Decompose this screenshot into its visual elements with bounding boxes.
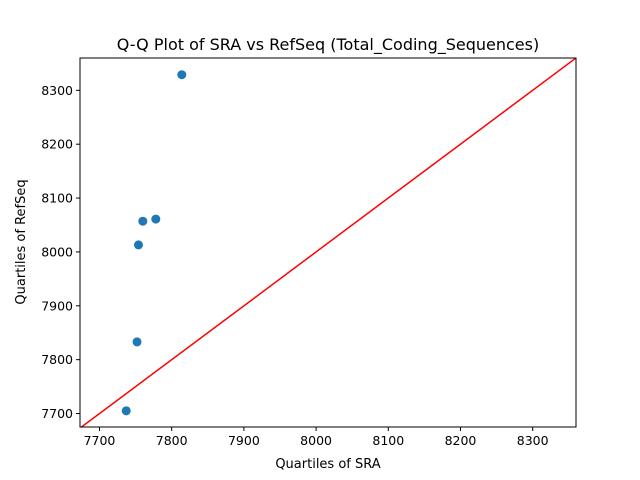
y-tick-label: 7800 [41, 352, 73, 367]
x-tick-label: 8000 [300, 433, 332, 448]
x-tick-label: 8300 [517, 433, 549, 448]
y-tick-label: 8200 [41, 137, 73, 152]
data-point [177, 70, 187, 80]
y-tick-label: 8300 [41, 83, 73, 98]
data-point [133, 240, 143, 250]
y-tick-label: 7900 [41, 298, 73, 313]
x-axis-label: Quartiles of SRA [275, 457, 380, 472]
y-axis-label: Quartiles of RefSeq [14, 179, 29, 304]
data-point [132, 337, 142, 347]
x-tick-label: 7800 [156, 433, 188, 448]
data-point [138, 216, 148, 226]
x-tick-label: 7700 [84, 433, 116, 448]
reference-line-layer [80, 58, 576, 427]
y-tick-label: 8000 [41, 244, 73, 259]
data-point [121, 406, 131, 416]
x-tick-label: 8100 [372, 433, 404, 448]
y-axis-ticks: 7700 7800 7900 8000 8100 8200 8300 [41, 83, 80, 421]
chart-title: Q-Q Plot of SRA vs RefSeq (Total_Coding_… [117, 35, 539, 55]
x-tick-label: 8200 [445, 433, 477, 448]
x-tick-label: 7900 [228, 433, 260, 448]
x-axis-ticks: 7700 7800 7900 8000 8100 8200 8300 [84, 427, 549, 448]
data-point [151, 214, 161, 224]
plot-frame [79, 57, 577, 428]
y-tick-label: 7700 [41, 406, 73, 421]
y-tick-label: 8100 [41, 191, 73, 206]
reference-line [80, 58, 576, 427]
points-layer [121, 70, 187, 416]
